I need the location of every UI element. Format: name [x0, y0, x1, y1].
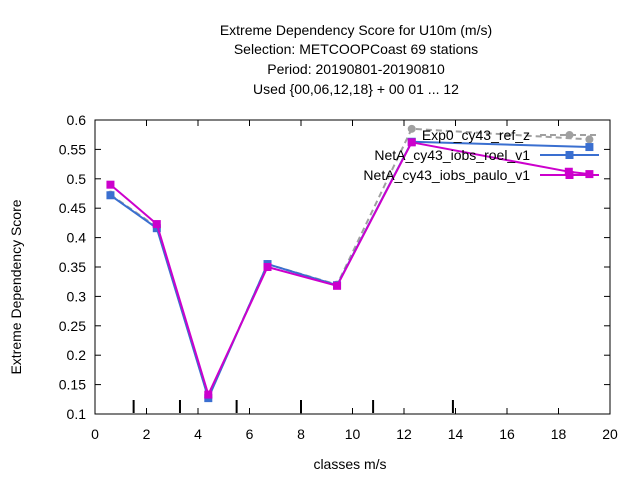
x-tick-label: 16	[499, 426, 515, 442]
x-tick-label: 8	[297, 426, 305, 442]
series-lines	[106, 124, 594, 403]
class-boundary-marks	[132, 400, 454, 413]
y-tick-label: 0.1	[67, 406, 87, 422]
x-tick-label: 12	[396, 426, 412, 442]
series-line	[109, 141, 590, 396]
y-tick-label: 0.25	[59, 318, 86, 334]
legend-label: Exp0_cy43_ref_z	[422, 127, 530, 143]
x-axis: 0 2 4 6 8 10 12 14 16 18 20	[91, 120, 618, 442]
data-point	[204, 390, 213, 399]
title-line-3: Period: 20190801-20190810	[267, 61, 445, 77]
data-point	[565, 151, 574, 159]
x-tick-label: 14	[448, 426, 464, 442]
y-axis-label: Extreme Dependency Score	[8, 199, 24, 374]
data-point	[565, 171, 574, 179]
y-tick-label: 0.6	[67, 112, 87, 128]
data-point	[585, 135, 594, 144]
y-tick-label: 0.5	[67, 171, 87, 187]
data-point	[106, 180, 115, 189]
data-point	[333, 281, 342, 290]
x-tick-label: 20	[602, 426, 618, 442]
legend-entry: NetA_cy43_iobs_roel_v1	[374, 147, 599, 163]
x-axis-label: classes m/s	[313, 456, 386, 472]
legend-label: NetA_cy43_iobs_paulo_v1	[363, 167, 530, 183]
x-tick-label: 18	[551, 426, 567, 442]
legend-label: NetA_cy43_iobs_roel_v1	[374, 147, 530, 163]
x-tick-label: 10	[345, 426, 361, 442]
x-tick-label: 2	[143, 426, 151, 442]
y-tick-label: 0.15	[59, 377, 86, 393]
chart-title: Extreme Dependency Score for U10m (m/s) …	[220, 22, 492, 97]
y-axis: 0.1 0.15 0.2 0.25 0.3 0.35 0.4 0.45 0.5 0.55 0.6	[59, 112, 610, 422]
data-point	[407, 124, 416, 133]
y-tick-label: 0.55	[59, 141, 86, 157]
y-tick-label: 0.2	[67, 347, 87, 363]
y-tick-label: 0.35	[59, 259, 86, 275]
title-line-4: Used {00,06,12,18} + 00 01 ... 12	[253, 81, 459, 97]
legend: Exp0_cy43_ref_z NetA_cy43_iobs_roel_v1 Net…	[363, 127, 599, 183]
y-tick-label: 0.3	[67, 288, 87, 304]
x-tick-label: 6	[246, 426, 254, 442]
data-point	[585, 143, 594, 152]
data-point	[407, 138, 416, 147]
data-point	[263, 263, 272, 271]
y-tick-label: 0.4	[67, 230, 87, 246]
title-line-2: Selection: METCOOPCoast 69 stations	[234, 41, 478, 57]
legend-entry: NetA_cy43_iobs_paulo_v1	[363, 167, 599, 183]
data-point	[565, 131, 574, 139]
title-line-1: Extreme Dependency Score for U10m (m/s)	[220, 22, 492, 38]
x-tick-label: 0	[91, 426, 99, 442]
x-tick-label: 4	[194, 426, 202, 442]
data-point	[106, 191, 115, 200]
y-tick-label: 0.45	[59, 200, 86, 216]
data-point	[152, 220, 161, 229]
legend-entry: Exp0_cy43_ref_z	[422, 127, 599, 143]
